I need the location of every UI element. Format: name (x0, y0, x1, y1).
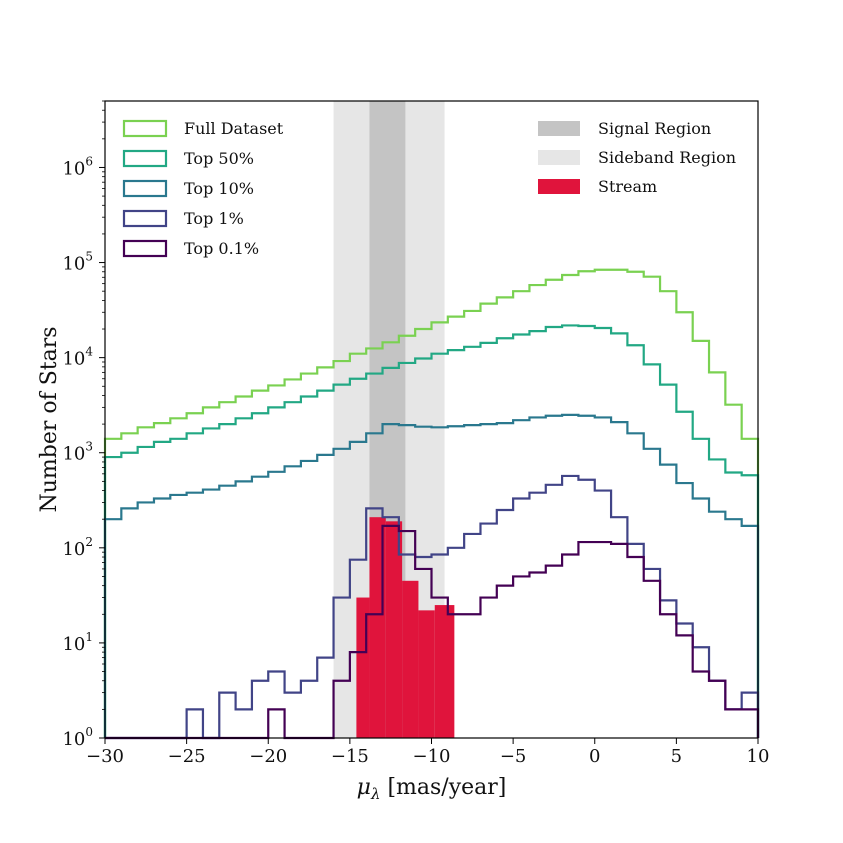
legend-swatch-top-10pct (122, 179, 168, 198)
legend-label-signal-region: Signal Region (598, 119, 711, 138)
y-tick-label: 105 (62, 250, 93, 275)
legend-label-top-0-1pct: Top 0.1% (184, 239, 259, 258)
series-top-1pct (105, 474, 760, 740)
legend-swatch-full-dataset (122, 119, 168, 138)
legend-swatch-top-0-1pct (122, 239, 168, 258)
x-tick-label: −30 (86, 746, 124, 767)
x-tick-label: −25 (168, 746, 206, 767)
x-axis-label-subscript: λ (370, 785, 381, 803)
x-tick-label: −10 (413, 746, 451, 767)
x-tick-label: −20 (249, 746, 287, 767)
stream-bar (385, 521, 403, 738)
y-tick-label: 106 (62, 154, 93, 179)
stream-bar (402, 580, 419, 738)
stream-bar (418, 610, 435, 738)
y-axis-label: Number of Stars (37, 326, 62, 512)
legend-label-top-10pct: Top 10% (184, 179, 254, 198)
stream-bar (356, 597, 370, 738)
stream-bar (434, 605, 455, 738)
y-axis-ticks: 100 101 102 103 104 105 106 (62, 100, 105, 750)
y-tick-label: 101 (62, 630, 93, 655)
series-full-dataset (103, 268, 760, 738)
legend-label-top-1pct: Top 1% (184, 209, 244, 228)
series-top-10pct (103, 413, 760, 738)
legend-swatch-top-1pct (122, 209, 168, 228)
legend-label-top-50pct: Top 50% (184, 149, 254, 168)
y-tick-label: 104 (62, 345, 93, 370)
x-axis-label-unit: [mas/year] (380, 775, 506, 800)
legend-label-stream: Stream (598, 177, 657, 196)
x-tick-label: −15 (331, 746, 369, 767)
series-layer (103, 268, 760, 740)
x-tick-label: 0 (589, 746, 600, 767)
legend-series: Full Dataset Top 50% Top 10% Top 1% Top 0.1% (122, 119, 284, 258)
y-tick-label: 100 (62, 725, 93, 750)
x-axis-label: μλ [mas/year] (357, 775, 507, 803)
x-tick-label: −5 (500, 746, 527, 767)
x-axis-ticks: −30 −25 −20 −15 −10 −5 0 5 10 (86, 738, 769, 767)
legend-swatch-sideband-region (538, 150, 580, 165)
x-axis-label-symbol: μ (357, 775, 371, 800)
legend-swatch-stream (538, 179, 580, 194)
legend-regions: Signal Region Sideband Region Stream (538, 119, 736, 196)
legend-swatch-top-50pct (122, 149, 168, 168)
series-top-50pct (103, 324, 760, 738)
x-tick-label: 5 (671, 746, 682, 767)
legend-label-sideband-region: Sideband Region (598, 148, 736, 167)
legend-label-full-dataset: Full Dataset (184, 119, 284, 138)
x-tick-label: 10 (747, 746, 770, 767)
series-top-0-1pct (105, 524, 760, 740)
y-tick-label: 103 (62, 440, 93, 465)
legend-swatch-signal-region (538, 121, 580, 136)
y-tick-label: 102 (62, 535, 93, 560)
